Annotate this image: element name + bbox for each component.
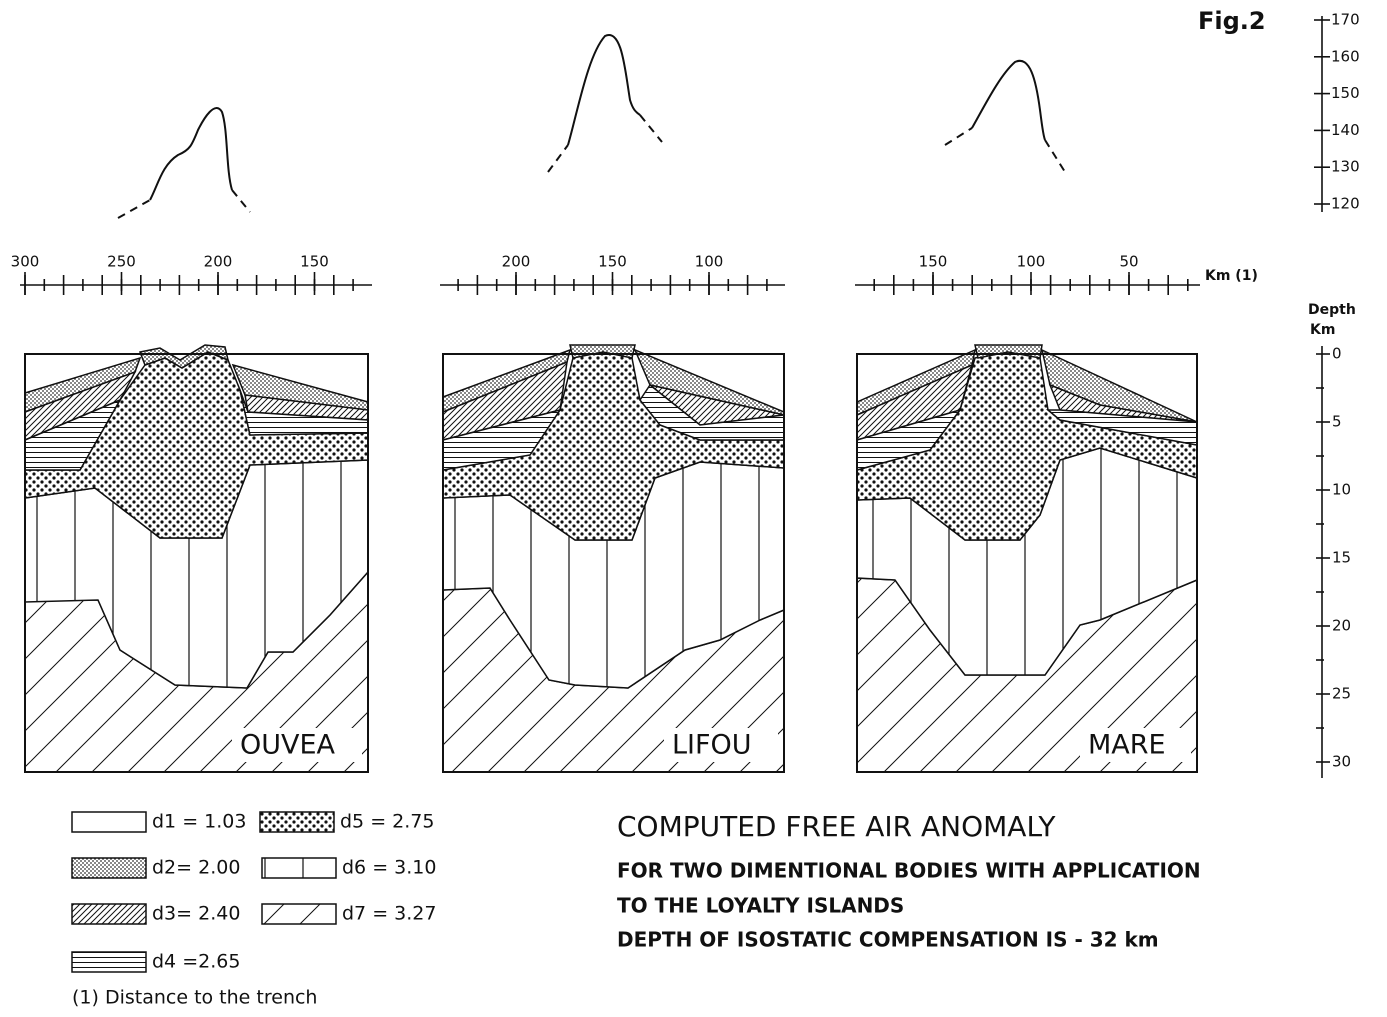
tick-label: 150 — [919, 253, 948, 271]
depth-title: Depth — [1308, 302, 1356, 318]
tick-label: 10 — [1332, 481, 1351, 499]
tick-label: 0 — [1332, 345, 1342, 363]
depth-unit: Km — [1310, 322, 1335, 338]
anomaly-curves — [118, 35, 1065, 218]
title: COMPUTED FREE AIR ANOMALY — [617, 810, 1056, 843]
tick-label: 5 — [1332, 413, 1342, 431]
tick-label: 50 — [1119, 253, 1138, 271]
tick-label: 20 — [1332, 617, 1351, 635]
tick-label: 200 — [204, 253, 233, 271]
legend-label: d6 = 3.10 — [342, 857, 436, 879]
legend-label: d3= 2.40 — [152, 903, 240, 925]
legend-swatch — [72, 952, 146, 972]
tick-label: 150 — [598, 253, 627, 271]
legend-label: d2= 2.00 — [152, 857, 240, 879]
legend-swatch — [72, 858, 146, 878]
legend-swatch — [260, 812, 334, 832]
tick-label: 120 — [1331, 195, 1360, 213]
tick-label: 30 — [1332, 753, 1351, 771]
section-label: LIFOU — [672, 730, 752, 761]
tick-label: 130 — [1331, 158, 1360, 176]
legend-label: d5 = 2.75 — [340, 811, 434, 833]
tick-label: 250 — [107, 253, 136, 271]
tick-label: 200 — [502, 253, 531, 271]
legend-swatch — [262, 904, 336, 924]
legend-swatch — [262, 858, 336, 878]
section-label: MARE — [1088, 730, 1166, 761]
tick-label: 150 — [1331, 84, 1360, 102]
legend-swatch — [72, 904, 146, 924]
distance-unit: Km (1) — [1205, 268, 1258, 284]
section-label: OUVEA — [240, 730, 336, 761]
tick-label: 25 — [1332, 685, 1351, 703]
legend-swatch — [72, 812, 146, 832]
tick-label: 300 — [11, 253, 40, 271]
legend-label: d7 = 3.27 — [342, 903, 436, 925]
tick-label: 100 — [1017, 253, 1046, 271]
tick-label: 160 — [1331, 47, 1360, 65]
tick-label: 140 — [1331, 121, 1360, 139]
subtitle-line: TO THE LOYALTY ISLANDS — [617, 894, 904, 918]
tick-label: 100 — [695, 253, 724, 271]
note: (1) Distance to the trench — [72, 987, 317, 1009]
subtitle-line: FOR TWO DIMENTIONAL BODIES WITH APPLICAT… — [617, 859, 1201, 883]
tick-label: 170 — [1331, 11, 1360, 29]
figure: Fig.2 Depth Km Km (1) COMPUTED FREE AIR … — [0, 0, 1387, 1013]
figure-label: Fig.2 — [1198, 7, 1266, 35]
subtitle-line: DEPTH OF ISOSTATIC COMPENSATION IS - 32 … — [617, 928, 1159, 952]
legend-label: d4 =2.65 — [152, 951, 240, 973]
tick-label: 15 — [1332, 549, 1351, 567]
legend-label: d1 = 1.03 — [152, 811, 246, 833]
tick-label: 150 — [300, 253, 329, 271]
